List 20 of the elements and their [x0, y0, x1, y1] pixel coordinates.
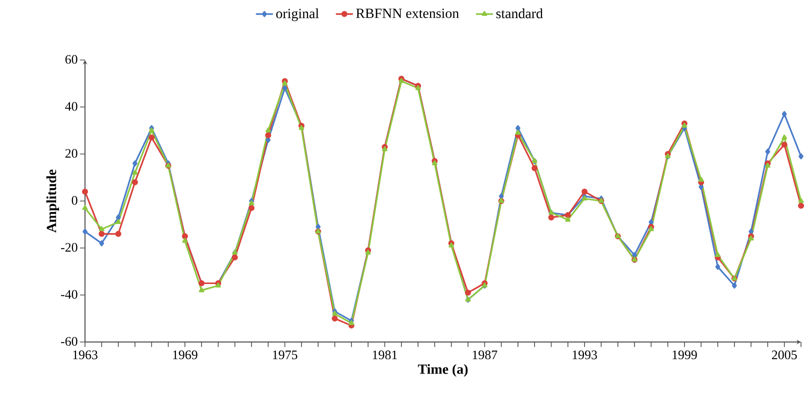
- x-tick-label: 1993: [572, 350, 597, 360]
- y-axis-title: Amplitude: [46, 170, 60, 233]
- x-tick-label: 1981: [372, 350, 397, 360]
- x-tick-label: 1975: [273, 350, 298, 360]
- y-tick-label: 40: [65, 102, 78, 111]
- x-tick-label: 1999: [672, 350, 697, 360]
- y-tick-label: 20: [65, 149, 78, 158]
- x-tick-label: 2005: [772, 350, 797, 360]
- x-tick-label: 1969: [173, 350, 198, 360]
- legend-label: standard: [496, 8, 543, 18]
- legend-label: original: [276, 8, 319, 22]
- x-tick-label: 1987: [472, 350, 498, 360]
- y-tick-label: -40: [61, 290, 78, 299]
- y-tick-label: -60: [61, 337, 78, 346]
- legend-label: RBFNN extension: [356, 8, 459, 18]
- x-axis-title: Time (a): [418, 364, 468, 377]
- y-tick-label: 0: [72, 196, 78, 205]
- x-tick-label: 1963: [73, 350, 98, 360]
- y-tick-label: -20: [61, 243, 78, 252]
- y-tick-label: 60: [65, 55, 78, 64]
